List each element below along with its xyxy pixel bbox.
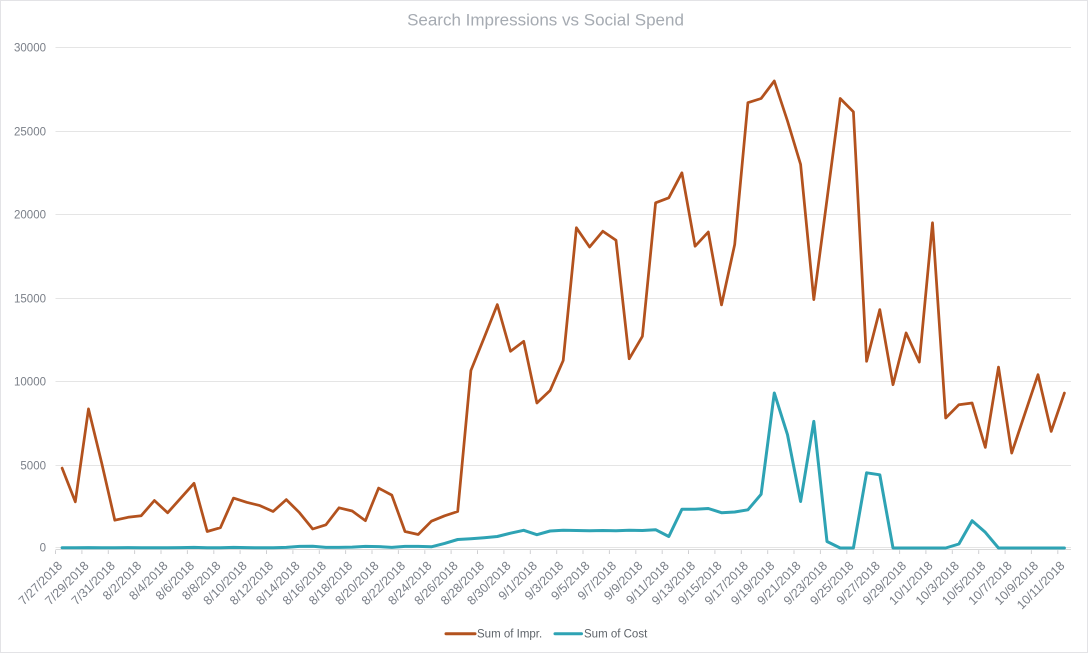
svg-text:20000: 20000 bbox=[14, 210, 46, 222]
svg-text:Sum of Cost: Sum of Cost bbox=[584, 628, 648, 640]
svg-text:10000: 10000 bbox=[14, 377, 46, 389]
svg-text:15000: 15000 bbox=[14, 294, 46, 306]
svg-text:Search Impressions vs Social S: Search Impressions vs Social Spend bbox=[407, 11, 684, 30]
svg-text:Sum of Impr.: Sum of Impr. bbox=[477, 628, 542, 640]
svg-text:25000: 25000 bbox=[14, 127, 46, 139]
svg-text:5000: 5000 bbox=[20, 461, 46, 473]
svg-text:0: 0 bbox=[40, 543, 46, 555]
svg-text:30000: 30000 bbox=[14, 43, 46, 55]
